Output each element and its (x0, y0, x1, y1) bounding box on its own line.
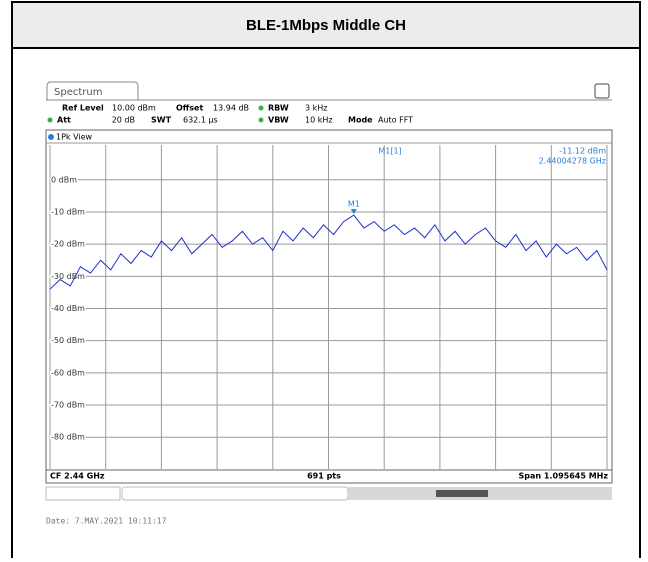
marker-name: M1[1] (378, 147, 401, 156)
setting-label: RBW (268, 104, 289, 113)
status-box (45, 486, 121, 501)
y-tick-label: -60 dBm (51, 368, 85, 377)
header-cell (11, 1, 641, 49)
setting-label: Offset (176, 104, 203, 113)
marker (350, 209, 357, 215)
status-box (121, 486, 349, 501)
menu-icon[interactable] (594, 83, 610, 99)
setting-value: Auto FFT (378, 116, 413, 125)
tab[interactable] (46, 81, 139, 100)
marker-label: M1 (348, 200, 360, 209)
setting-label: Ref Level (62, 104, 104, 113)
marker-frequency: 2.44004278 GHz (539, 157, 606, 166)
y-tick-label: 0 dBm (51, 175, 77, 184)
setting-label: Att (57, 116, 71, 125)
grid (49, 145, 608, 469)
y-tick-label: -70 dBm (51, 401, 85, 410)
date: Date: 7.MAY.2021 10:11:17 (46, 517, 167, 526)
status-dot (258, 105, 264, 111)
setting-label: SWT (151, 116, 172, 125)
setting-label: VBW (268, 116, 289, 125)
marker-level: -11.12 dBm (559, 147, 606, 156)
trace (49, 214, 608, 290)
y-tick-label: -30 dBm (51, 272, 85, 281)
tab-label: Spectrum (54, 87, 102, 98)
progress-bar (436, 490, 488, 497)
setting-label: Mode (348, 116, 373, 125)
footer-cf: CF 2.44 GHz (50, 472, 105, 481)
header-title: BLE-1Mbps Middle CH (246, 17, 406, 34)
y-tick-label: -10 dBm (51, 207, 85, 216)
setting-value: 13.94 dB (213, 104, 249, 113)
setting-value: 632.1 µs (183, 116, 218, 125)
y-tick-label: -20 dBm (51, 240, 85, 249)
y-tick-label: -80 dBm (51, 433, 85, 442)
footer-points: 691 pts (307, 472, 341, 481)
y-tick-label: -40 dBm (51, 304, 85, 313)
status-dot (47, 117, 53, 123)
setting-value: 20 dB (112, 116, 135, 125)
footer-span: Span 1.095645 MHz (519, 472, 609, 481)
setting-value: 10 kHz (305, 116, 333, 125)
trace-indicator (48, 134, 54, 140)
setting-value: 10.00 dBm (112, 104, 156, 113)
y-tick-label: -50 dBm (51, 336, 85, 345)
status-dot (258, 117, 264, 123)
setting-value: 3 kHz (305, 104, 327, 113)
view-label: 1Pk View (56, 133, 93, 142)
